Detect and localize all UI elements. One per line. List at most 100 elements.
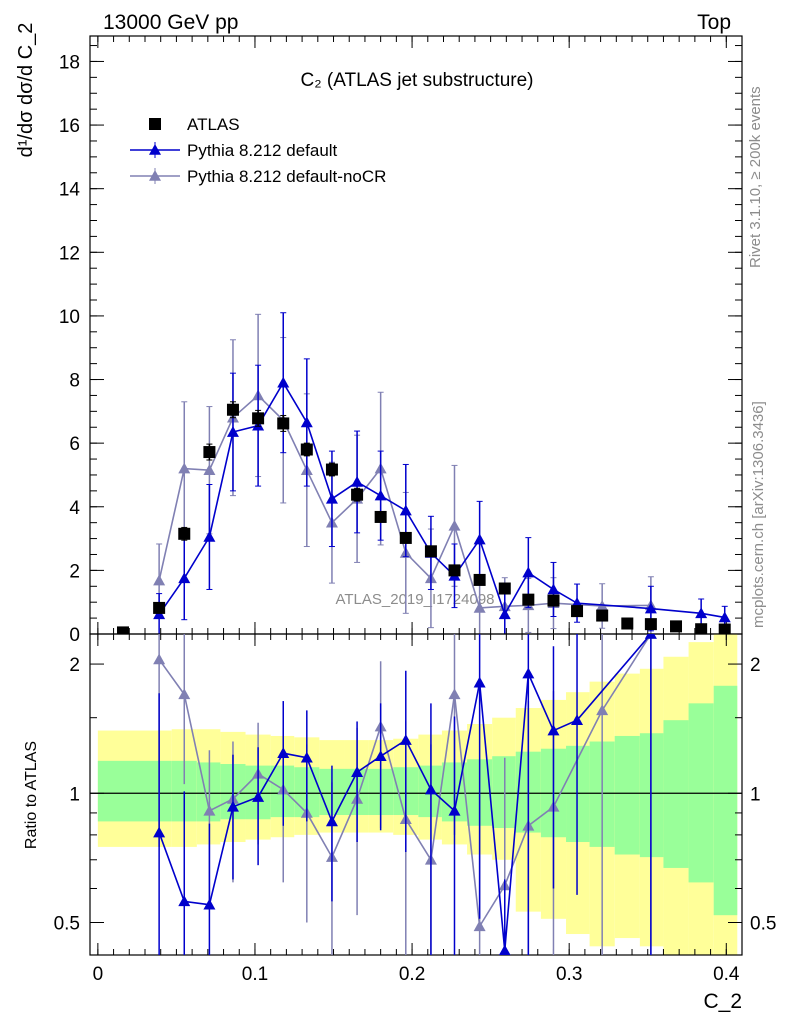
mc-point xyxy=(473,533,486,545)
data-point xyxy=(374,510,387,523)
side-text-mcplots: mcplots.cern.ch [arXiv:1306.3436] xyxy=(750,401,767,628)
data-point xyxy=(399,531,412,544)
y-tick-label: 6 xyxy=(69,434,80,455)
data-point xyxy=(203,446,216,459)
y-axis-label-main: d¹/dσ dσ/d C_2 xyxy=(15,23,37,158)
series-0 xyxy=(116,401,731,634)
mc-point xyxy=(644,602,657,614)
mc-point xyxy=(178,462,191,474)
ratio-point xyxy=(399,734,412,745)
legend-marker-data xyxy=(149,118,161,130)
x-tick-label: 0.3 xyxy=(556,964,582,985)
data-point xyxy=(596,609,609,622)
header-right: Top xyxy=(697,11,731,34)
ratio-point xyxy=(644,634,657,639)
ratio-point xyxy=(178,895,191,907)
band-inner xyxy=(492,756,516,829)
legend: ATLAS Pythia 8.212 default Pythia 8.212 de… xyxy=(130,115,386,186)
ratio-series-0 xyxy=(153,634,657,955)
y-tick-label: 12 xyxy=(59,243,80,264)
series-1 xyxy=(153,312,731,634)
y-tick-label: 18 xyxy=(59,52,80,73)
ratio-point xyxy=(596,704,609,716)
x-tick-label: 0.4 xyxy=(713,964,740,985)
band-inner xyxy=(663,720,689,868)
data-point xyxy=(178,527,191,540)
ratio-point xyxy=(325,815,338,827)
y-tick-label: 14 xyxy=(59,180,81,201)
y-tick-label: 10 xyxy=(59,307,80,328)
series-2 xyxy=(153,313,657,634)
band-inner xyxy=(614,735,640,855)
ratio-point xyxy=(203,898,216,910)
data-point xyxy=(718,623,731,634)
main-series xyxy=(116,312,731,634)
ratio-point xyxy=(522,667,535,679)
ratio-point xyxy=(547,724,560,736)
ratio-point xyxy=(178,688,191,700)
main-plot-area: 0 2 4 6 8 10 12 14 16 18 xyxy=(59,35,743,646)
analysis-label: ATLAS_2019_I1724098 xyxy=(335,591,494,608)
ylabel-main: d¹/dσ dσ/d C_2 xyxy=(15,23,37,158)
uncertainty-bands xyxy=(97,634,738,955)
y-tick-label-ratio-right: 0.5 xyxy=(750,913,776,934)
band-inner xyxy=(713,685,738,916)
ratio-point xyxy=(473,920,486,932)
mc-point xyxy=(448,519,461,531)
ratio-series xyxy=(153,634,657,955)
mc-point xyxy=(351,475,364,487)
ratio-point xyxy=(351,766,364,777)
mc-point xyxy=(399,504,412,516)
ratio-point xyxy=(374,750,387,762)
ratio-point xyxy=(153,653,166,665)
x-tick-label: 0 xyxy=(93,964,104,985)
ratio-plot-area: 0 0.1 0.2 0.3 0.4 0.5 0.5 1 1 2 2 xyxy=(54,633,776,985)
mc-point xyxy=(718,611,731,623)
data-point xyxy=(448,564,461,577)
data-point xyxy=(116,626,129,634)
y-tick-label: 16 xyxy=(59,116,80,137)
y-tick-label-ratio-right: 1 xyxy=(750,784,761,805)
series-line xyxy=(158,381,725,619)
mc-point xyxy=(325,492,338,504)
data-point xyxy=(277,417,290,430)
mc-point xyxy=(547,583,560,595)
data-point xyxy=(351,488,364,501)
legend-label: Pythia 8.212 default-noCR xyxy=(187,167,386,186)
y-tick-label: 2 xyxy=(69,561,80,582)
mc-point xyxy=(695,607,708,619)
ylabel-ratio: Ratio to ATLAS xyxy=(23,741,40,849)
ratio-point xyxy=(252,791,265,802)
data-point xyxy=(695,623,708,634)
mc-point xyxy=(203,464,216,475)
legend-label: Pythia 8.212 default xyxy=(187,141,338,160)
mc-point xyxy=(277,376,290,388)
ratio-point xyxy=(498,944,511,955)
data-point xyxy=(325,463,338,476)
y-tick-label: 0 xyxy=(69,625,80,646)
ratio-point xyxy=(300,751,313,763)
ratio-point xyxy=(571,714,584,725)
ratio-point xyxy=(448,688,461,700)
mc-point xyxy=(300,416,313,428)
data-point xyxy=(621,617,634,630)
mc-point xyxy=(203,530,216,542)
data-point xyxy=(252,412,265,425)
ratio-point xyxy=(277,747,290,758)
mc-point xyxy=(473,601,486,613)
band-inner xyxy=(97,760,172,822)
mc-point xyxy=(153,574,166,586)
ratio-point xyxy=(424,783,437,795)
ratio-point xyxy=(226,800,239,812)
y-tick-label-ratio: 0.5 xyxy=(54,913,80,934)
ratio-point xyxy=(473,676,486,688)
mc-point xyxy=(522,566,535,578)
y-tick-label-ratio-right: 2 xyxy=(750,655,761,676)
data-point xyxy=(498,582,511,595)
main-title: C₂ (ATLAS jet substructure) xyxy=(301,70,534,91)
data-point xyxy=(424,545,437,558)
data-point xyxy=(571,605,584,618)
mc-point xyxy=(226,426,239,437)
y-tick-label-ratio: 2 xyxy=(69,655,80,676)
